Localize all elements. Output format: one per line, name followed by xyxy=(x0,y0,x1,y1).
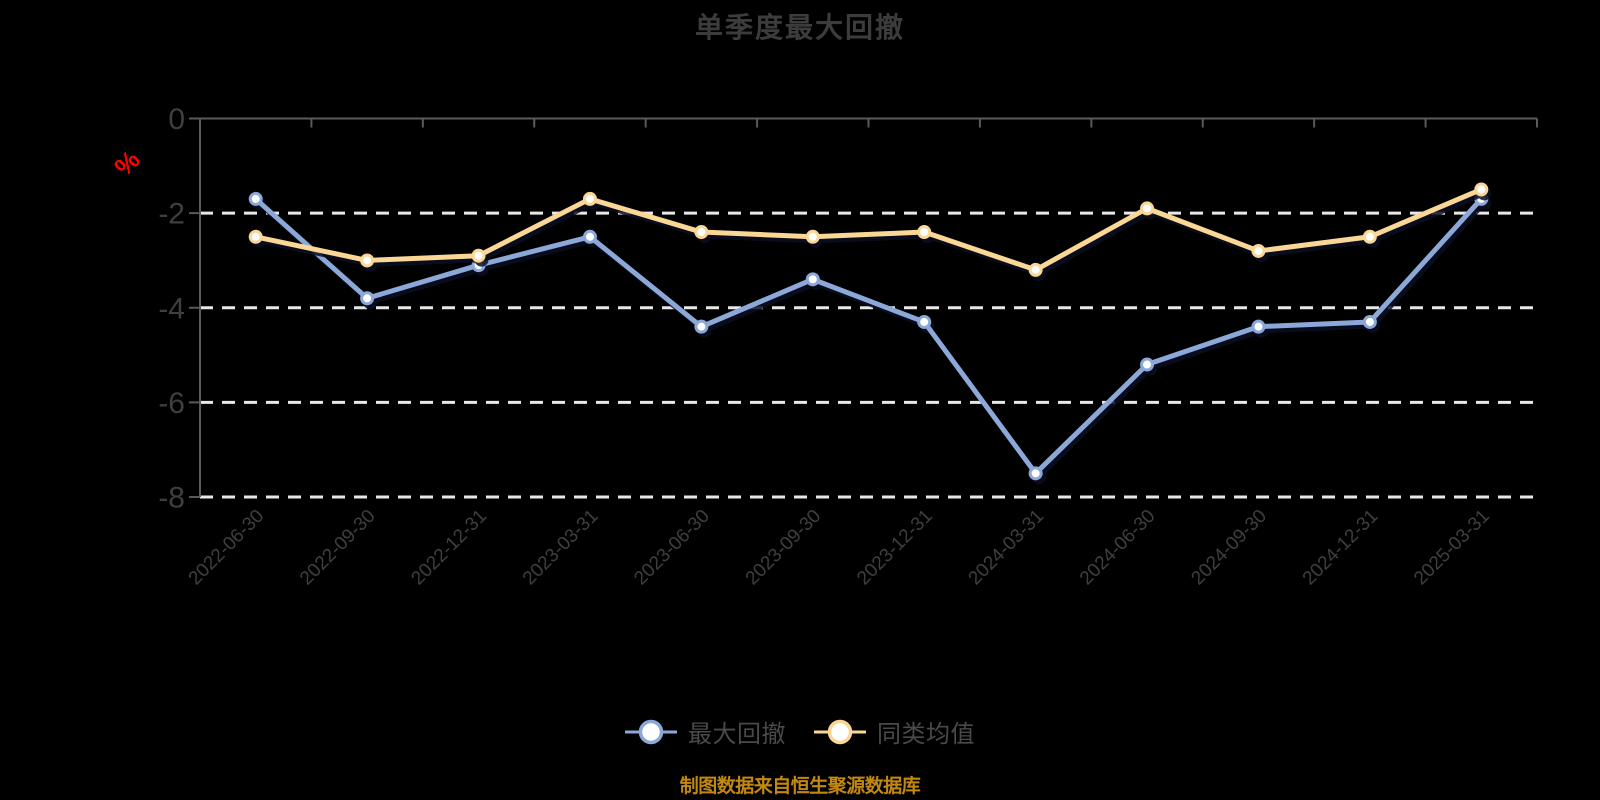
y-tick-label: -6 xyxy=(158,387,185,420)
source-note: 制图数据来自恒生聚源数据库 xyxy=(679,776,921,797)
legend-label-category-average: 同类均值 xyxy=(877,721,975,748)
chart-title: 单季度最大回撤 xyxy=(694,12,905,43)
series-line xyxy=(253,186,1484,273)
series-1 xyxy=(248,182,1489,277)
x-tick-label: 2023-03-31 xyxy=(519,506,603,590)
data-point[interactable] xyxy=(805,272,820,287)
data-point[interactable] xyxy=(694,225,709,240)
x-tick-label: 2022-12-31 xyxy=(407,506,491,590)
data-point[interactable] xyxy=(1028,466,1043,481)
y-tick-label: 0 xyxy=(168,103,185,136)
x-tick-label: 2022-09-30 xyxy=(296,506,380,590)
data-point[interactable] xyxy=(360,253,375,268)
legend-item-category-average[interactable]: 同类均值 xyxy=(814,714,975,749)
series-0 xyxy=(248,191,1489,481)
data-point[interactable] xyxy=(1140,357,1155,372)
y-tick-label: -4 xyxy=(158,292,185,325)
x-tick-label: 2022-06-30 xyxy=(185,506,269,590)
x-tick-label: 2024-06-30 xyxy=(1076,506,1160,590)
data-point[interactable] xyxy=(1474,182,1489,197)
x-tick-label: 2023-09-30 xyxy=(742,506,826,590)
x-tick-label: 2024-09-30 xyxy=(1187,506,1271,590)
data-point[interactable] xyxy=(805,229,820,244)
x-tick-label: 2025-03-31 xyxy=(1410,506,1494,590)
data-point[interactable] xyxy=(1251,243,1266,258)
y-axis-unit-label: % xyxy=(108,144,146,182)
data-point[interactable] xyxy=(360,291,375,306)
x-tick-label: 2023-06-30 xyxy=(630,506,714,590)
data-point[interactable] xyxy=(694,319,709,334)
data-point[interactable] xyxy=(248,229,263,244)
data-point[interactable] xyxy=(1362,229,1377,244)
data-point[interactable] xyxy=(471,248,486,263)
legend-circle-icon xyxy=(638,719,664,744)
data-point[interactable] xyxy=(917,225,932,240)
plot-area: 0 -2 -4 -6 -8% 2022-06-30 2022-09-30 2022-12-31… xyxy=(108,103,1538,590)
legend-marker-max-drawdown-icon xyxy=(625,719,677,744)
legend-circle-icon xyxy=(827,719,853,744)
y-tick-label: -8 xyxy=(158,482,185,515)
x-tick-label: 2023-12-31 xyxy=(853,506,937,590)
data-point[interactable] xyxy=(1251,319,1266,334)
series-line xyxy=(253,196,1484,476)
legend: 最大回撤 同类均值 xyxy=(0,714,1600,749)
y-tick-label: -2 xyxy=(158,198,185,231)
data-point[interactable] xyxy=(1028,262,1043,277)
x-tick-label: 2024-03-31 xyxy=(965,506,1049,590)
data-point[interactable] xyxy=(917,314,932,329)
legend-marker-category-average-icon xyxy=(814,719,866,744)
legend-label-max-drawdown: 最大回撤 xyxy=(688,721,786,748)
legend-item-max-drawdown[interactable]: 最大回撤 xyxy=(625,714,786,749)
data-point[interactable] xyxy=(582,229,597,244)
data-point[interactable] xyxy=(1140,201,1155,216)
data-point[interactable] xyxy=(248,191,263,206)
data-point[interactable] xyxy=(582,191,597,206)
data-point[interactable] xyxy=(1362,314,1377,329)
x-tick-label: 2024-12-31 xyxy=(1299,506,1383,590)
